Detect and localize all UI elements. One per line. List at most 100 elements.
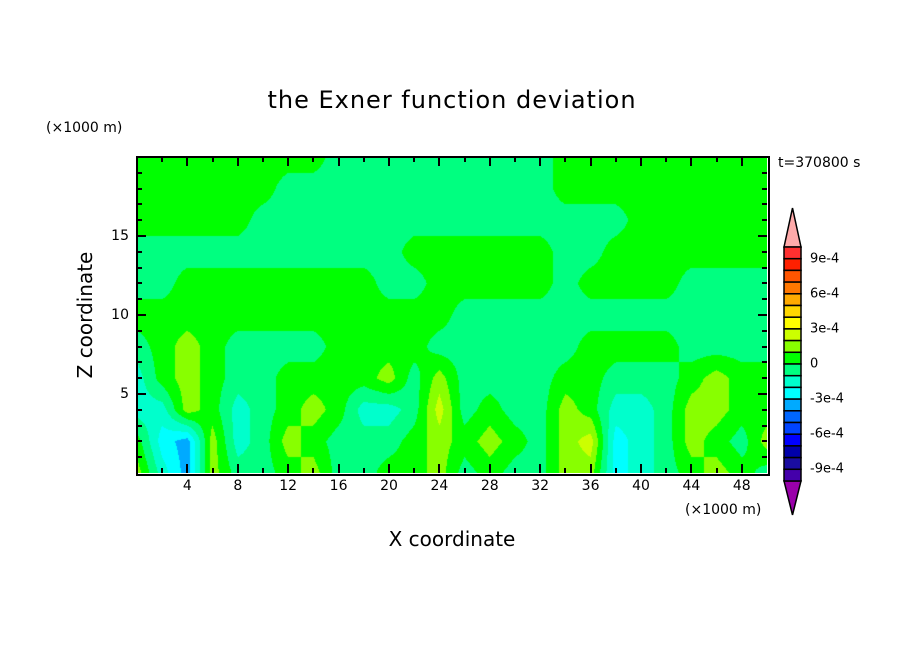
colorbar-swatch bbox=[783, 293, 802, 307]
y-tick-right bbox=[762, 219, 767, 222]
x-tick-top bbox=[337, 157, 340, 166]
x-tick-bottom bbox=[236, 464, 239, 473]
colorbar-swatch bbox=[783, 433, 802, 447]
x-tick-bottom bbox=[488, 464, 491, 473]
y-tick-left bbox=[137, 329, 142, 332]
x-tick-bottom bbox=[564, 468, 567, 473]
colorbar-swatch bbox=[783, 316, 802, 330]
y-tick-left bbox=[137, 298, 142, 301]
y-tick-left bbox=[137, 345, 142, 348]
y-tick-left bbox=[137, 250, 142, 253]
time-label: t=370800 s bbox=[778, 155, 861, 171]
x-tick-top bbox=[186, 157, 189, 166]
y-tick-left bbox=[137, 440, 142, 443]
x-tick-bottom bbox=[312, 468, 315, 473]
y-tick-right bbox=[762, 266, 767, 269]
x-tick-bottom bbox=[463, 468, 466, 473]
y-tick-label: 5 bbox=[120, 386, 129, 402]
chart-title: the Exner function deviation bbox=[267, 86, 637, 114]
colorbar-swatch bbox=[783, 328, 802, 342]
colorbar-swatch bbox=[783, 269, 802, 283]
y-tick-left bbox=[137, 456, 142, 459]
x-tick-top bbox=[514, 157, 516, 162]
y-tick-left bbox=[137, 424, 142, 427]
x-tick-top bbox=[614, 157, 617, 162]
x-tick-top bbox=[413, 157, 416, 162]
x-tick-label: 44 bbox=[682, 478, 701, 494]
colorbar-label: 6e-4 bbox=[810, 286, 840, 302]
y-tick-left bbox=[137, 203, 142, 206]
colorbar-swatch bbox=[783, 246, 802, 260]
x-tick-bottom bbox=[211, 468, 214, 473]
x-tick-bottom bbox=[514, 468, 516, 473]
x-tick-label: 20 bbox=[380, 478, 398, 494]
x-tick-label: 40 bbox=[632, 478, 650, 494]
x-tick-top bbox=[589, 157, 592, 166]
y-tick-right bbox=[762, 250, 767, 253]
y-tick-right bbox=[762, 424, 767, 427]
x-tick-top bbox=[715, 157, 718, 162]
x-tick-bottom bbox=[262, 468, 264, 473]
x-tick-top bbox=[312, 157, 315, 162]
y-tick-left bbox=[137, 361, 142, 364]
x-tick-top bbox=[665, 157, 668, 162]
y-tick-right bbox=[762, 456, 767, 459]
x-tick-bottom bbox=[589, 464, 592, 473]
x-tick-bottom bbox=[539, 464, 542, 473]
y-tick-right bbox=[762, 187, 767, 190]
x-tick-label: 24 bbox=[430, 478, 449, 494]
x-tick-bottom bbox=[715, 468, 718, 473]
colorbar-swatch bbox=[783, 351, 802, 365]
contour-field bbox=[137, 157, 767, 473]
plot-frame bbox=[136, 156, 770, 476]
x-tick-label: 12 bbox=[279, 478, 298, 494]
y-tick-left bbox=[137, 266, 142, 269]
colorbar-swatch bbox=[783, 456, 802, 471]
colorbar-swatch bbox=[783, 339, 802, 354]
x-tick-label: 16 bbox=[329, 478, 348, 494]
y-tick-right bbox=[758, 235, 767, 237]
x-tick-label: 28 bbox=[480, 478, 499, 494]
x-tick-label: 36 bbox=[581, 478, 600, 494]
y-unit-label: (×1000 m) bbox=[46, 120, 123, 136]
colorbar-swatch bbox=[783, 281, 802, 295]
x-tick-bottom bbox=[337, 464, 340, 473]
x-tick-top bbox=[362, 157, 365, 162]
colorbar-label: 3e-4 bbox=[810, 321, 840, 337]
x-axis-label-wrap: X coordinate bbox=[0, 527, 904, 551]
y-tick-right bbox=[762, 171, 767, 174]
x-tick-top bbox=[539, 157, 542, 166]
x-tick-top bbox=[438, 157, 441, 166]
y-tick-label: 10 bbox=[111, 307, 129, 323]
x-tick-top bbox=[388, 157, 390, 166]
colorbar-swatch bbox=[783, 363, 802, 377]
colorbar-swatch bbox=[783, 398, 802, 412]
y-tick-right bbox=[762, 345, 767, 348]
colorbar-swatch bbox=[783, 410, 802, 424]
y-tick-left bbox=[137, 187, 142, 190]
x-tick-top bbox=[236, 157, 239, 166]
colorbar-swatch bbox=[783, 257, 802, 272]
x-tick-bottom bbox=[186, 464, 189, 473]
x-tick-top bbox=[287, 157, 290, 166]
x-tick-label: 8 bbox=[233, 478, 243, 494]
x-tick-top bbox=[211, 157, 214, 162]
colorbar-swatch bbox=[783, 445, 802, 459]
x-tick-bottom bbox=[161, 468, 164, 473]
x-tick-top bbox=[564, 157, 567, 162]
x-tick-bottom bbox=[690, 464, 693, 473]
x-tick-bottom bbox=[640, 464, 642, 473]
y-tick-left bbox=[137, 377, 142, 380]
colorbar-label: -3e-4 bbox=[810, 391, 844, 407]
x-tick-bottom bbox=[287, 464, 290, 473]
y-tick-right bbox=[762, 408, 767, 411]
x-tick-label: 48 bbox=[732, 478, 751, 494]
y-tick-right bbox=[758, 314, 767, 316]
x-axis-label: X coordinate bbox=[388, 527, 516, 551]
x-tick-top bbox=[262, 157, 264, 162]
colorbar-swatch bbox=[783, 374, 802, 389]
y-tick-right bbox=[762, 440, 767, 443]
x-tick-top bbox=[161, 157, 164, 162]
y-tick-label: 15 bbox=[111, 228, 129, 244]
colorbar-over-triangle bbox=[783, 207, 802, 248]
